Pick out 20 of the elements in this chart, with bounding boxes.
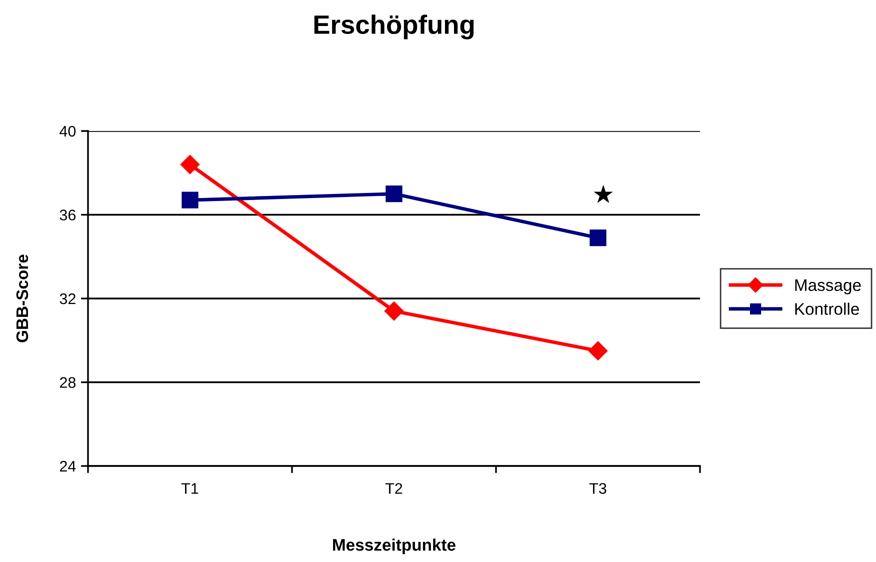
annotation: ★ [594,184,613,203]
x-tick-label: T1 [181,483,198,494]
x-axis-title: Messzeitpunkte [333,538,456,554]
x-tick-label: T2 [385,483,402,494]
y-tick-label: 28 [60,377,76,388]
chart-title: Erschöpfung [314,14,474,40]
y-axis-title: GBB-Score [16,254,28,342]
y-tick-label: 40 [60,126,76,137]
point [180,154,200,174]
y-tick-label: 24 [60,460,76,472]
legend-label: Massage [795,279,861,294]
legend-label: Kontrolle [795,302,859,315]
point [182,192,198,208]
point [386,185,402,202]
y-tick-label: 32 [60,293,76,304]
y-tick-label: 36 [60,210,76,220]
point [590,229,606,246]
x-tick-label: T3 [589,483,606,494]
point [384,302,404,321]
point [588,341,608,360]
